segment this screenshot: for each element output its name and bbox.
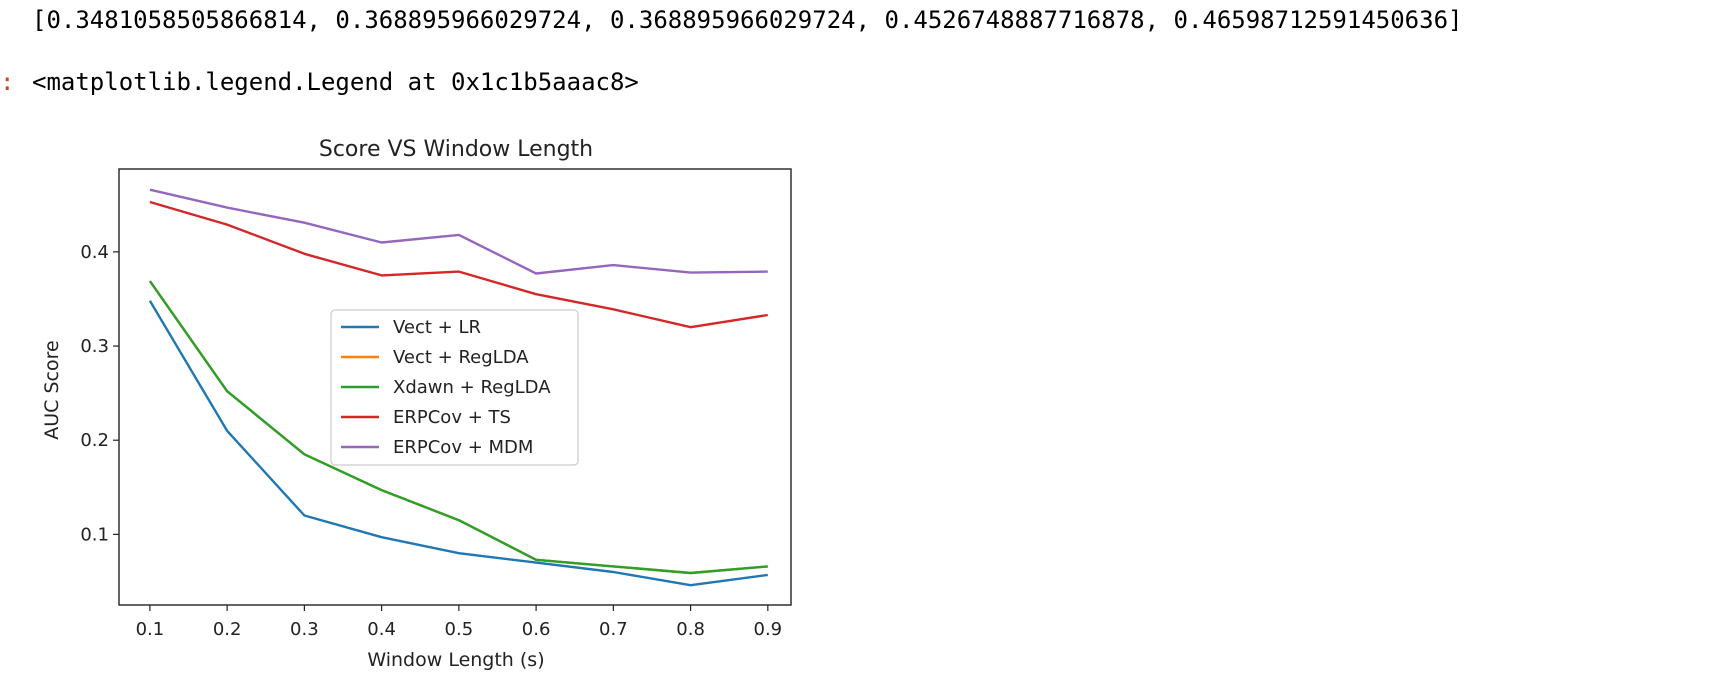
output-prompt-mark: : — [0, 68, 15, 96]
series-line-erpcov-mdm — [149, 188, 768, 275]
y-tick-label: 0.1 — [80, 524, 109, 545]
legend-entry-label: Vect + LR — [393, 317, 481, 338]
x-tick-label: 0.2 — [213, 619, 242, 640]
plot-frame — [118, 168, 792, 606]
series-line-erpcov-ts — [149, 200, 768, 329]
series-line-vect-lr — [148, 300, 768, 587]
x-tick-label: 0.8 — [676, 619, 705, 640]
x-tick-label: 0.3 — [290, 619, 319, 640]
y-axis-label: AUC Score — [41, 340, 63, 439]
x-axis-label: Window Length (s) — [367, 649, 544, 671]
legend-repr-output: <matplotlib.legend.Legend at 0x1c1b5aaac… — [32, 68, 639, 96]
x-tick-label: 0.9 — [754, 619, 783, 640]
x-tick-label: 0.4 — [367, 619, 396, 640]
x-tick-label: 0.1 — [136, 619, 165, 640]
chart-title: Score VS Window Length — [319, 137, 593, 162]
x-tick-label: 0.6 — [522, 619, 551, 640]
legend-box — [330, 309, 579, 466]
y-tick-label: 0.3 — [80, 336, 109, 357]
series-line-xdawn-reglda — [148, 280, 768, 575]
legend-entry-label: ERPCov + TS — [393, 407, 511, 428]
array-output: [0.3481058505866814, 0.368895966029724, … — [32, 6, 1463, 34]
x-tick-label: 0.5 — [445, 619, 474, 640]
y-tick-label: 0.4 — [80, 242, 109, 263]
legend-entry-label: Xdawn + RegLDA — [393, 377, 551, 398]
legend: Vect + LR Vect + RegLDA Xdawn + RegLDA ERPC… — [330, 309, 579, 466]
legend-entry-label: ERPCov + MDM — [393, 437, 533, 458]
x-tick-label: 0.7 — [599, 619, 628, 640]
y-tick-label: 0.2 — [80, 430, 109, 451]
legend-entry-label: Vect + RegLDA — [393, 347, 529, 368]
